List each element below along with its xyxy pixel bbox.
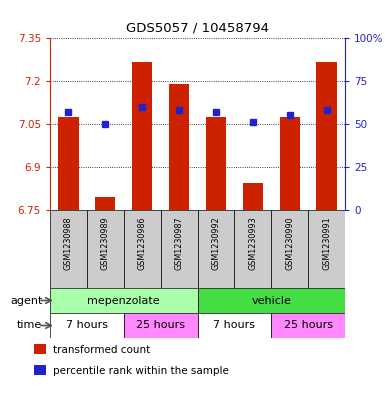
Text: transformed count: transformed count (53, 345, 150, 355)
Bar (124, 210, 161, 288)
Text: 7 hours: 7 hours (66, 321, 108, 331)
Bar (169, 84, 189, 210)
Title: GDS5057 / 10458794: GDS5057 / 10458794 (126, 21, 269, 34)
Bar (234, 210, 271, 288)
Bar (50, 313, 124, 338)
Text: 7 hours: 7 hours (213, 321, 255, 331)
Bar (34, 365, 47, 375)
Text: GSM1230986: GSM1230986 (138, 216, 147, 270)
Bar (50, 288, 198, 313)
Text: GSM1230990: GSM1230990 (285, 216, 294, 270)
Bar (50, 210, 87, 288)
Text: 25 hours: 25 hours (284, 321, 333, 331)
Bar (316, 62, 337, 210)
Bar (132, 62, 152, 210)
Text: GSM1230992: GSM1230992 (211, 216, 221, 270)
Bar (161, 210, 198, 288)
Text: GSM1230989: GSM1230989 (101, 216, 110, 270)
Text: mepenzolate: mepenzolate (87, 296, 160, 305)
Bar (271, 313, 345, 338)
Bar (206, 117, 226, 210)
Bar (87, 210, 124, 288)
Bar (95, 197, 116, 210)
Bar (198, 288, 345, 313)
Bar (243, 183, 263, 210)
Bar (58, 117, 79, 210)
Text: 25 hours: 25 hours (136, 321, 185, 331)
Text: time: time (17, 321, 42, 331)
Text: percentile rank within the sample: percentile rank within the sample (53, 366, 229, 376)
Text: agent: agent (10, 296, 42, 305)
Bar (271, 210, 308, 288)
Text: GSM1230991: GSM1230991 (322, 216, 331, 270)
Bar (198, 313, 271, 338)
Bar (198, 210, 234, 288)
Bar (308, 210, 345, 288)
Bar (280, 117, 300, 210)
Text: GSM1230987: GSM1230987 (174, 216, 184, 270)
Text: GSM1230988: GSM1230988 (64, 216, 73, 270)
Bar (34, 344, 47, 354)
Text: vehicle: vehicle (251, 296, 291, 305)
Text: GSM1230993: GSM1230993 (248, 216, 257, 270)
Bar (124, 313, 198, 338)
